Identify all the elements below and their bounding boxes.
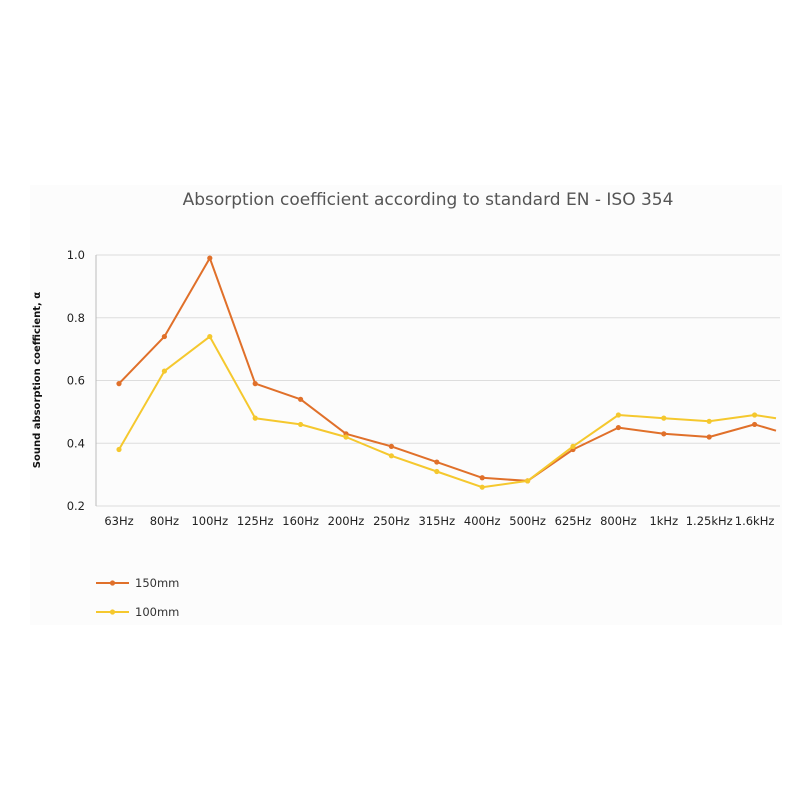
data-point[interactable] [298,421,304,428]
x-tick-label: 800Hz [600,514,637,528]
x-tick-label: 80Hz [150,514,179,528]
y-tick-label: 1.0 [67,248,85,262]
x-tick-label: 200Hz [328,514,365,528]
data-point[interactable] [252,381,258,387]
x-tick-label: 1.25kHz [686,514,733,528]
y-tick-label: 0.4 [67,436,85,450]
data-point[interactable] [752,412,758,418]
legend-item[interactable]: 150mm [96,576,179,590]
data-point[interactable] [570,443,576,449]
y-tick-label: 0.8 [67,311,85,325]
x-tick-label: 625Hz [555,514,592,528]
data-point[interactable] [116,381,122,387]
data-point[interactable] [388,443,394,449]
legend-swatch-marker [109,609,116,615]
x-tick-label: 315Hz [418,514,455,528]
legend-item[interactable]: 100mm [96,605,179,619]
legend-label: 100mm [135,605,179,619]
x-tick-label: 160Hz [282,514,319,528]
data-point[interactable] [752,421,758,428]
series-line [118,335,777,489]
data-point[interactable] [615,424,622,431]
data-point[interactable] [706,418,712,424]
data-point[interactable] [298,396,304,402]
data-point[interactable] [434,459,440,465]
data-point[interactable] [615,412,622,418]
x-tick-label: 63Hz [104,514,133,528]
data-point[interactable] [434,468,440,475]
data-point[interactable] [661,415,667,421]
data-point[interactable] [161,333,167,340]
x-tick-label: 100Hz [191,514,228,528]
x-tick-label: 400Hz [464,514,501,528]
x-tick-label: 1kHz [649,514,678,528]
data-point[interactable] [479,484,485,490]
data-point[interactable] [525,478,531,484]
chart-background [30,185,782,625]
x-tick-label: 500Hz [509,514,546,528]
data-point[interactable] [207,333,213,340]
x-tick-label: 125Hz [237,514,274,528]
data-point[interactable] [161,368,167,374]
y-tick-label: 0.2 [67,499,85,513]
data-point[interactable] [207,255,213,261]
data-point[interactable] [343,434,349,440]
grid-lines [95,254,780,507]
legend[interactable]: 150mm 100mm [96,576,179,619]
data-point[interactable] [388,453,394,459]
series-layer [116,255,777,490]
axis-ticks: 0.2 0.4 0.6 0.8 1.0 63Hz 80Hz 100Hz 125Hz 160Hz 20… [67,248,775,528]
data-point[interactable] [706,434,712,440]
chart-title: Absorption coefficient according to stan… [183,190,674,210]
series-line [118,257,777,482]
x-tick-label: 1.6kHz [735,514,775,528]
data-point[interactable] [479,475,485,481]
data-point[interactable] [116,446,122,453]
y-tick-label: 0.6 [67,374,85,388]
x-tick-label: 250Hz [373,514,410,528]
legend-swatch-marker [109,580,116,586]
legend-label: 150mm [135,576,179,590]
y-axis-label: Sound absorption coefficient, α [32,292,43,468]
data-point[interactable] [252,415,258,421]
data-point[interactable] [661,431,667,437]
series-100mm [116,333,777,490]
